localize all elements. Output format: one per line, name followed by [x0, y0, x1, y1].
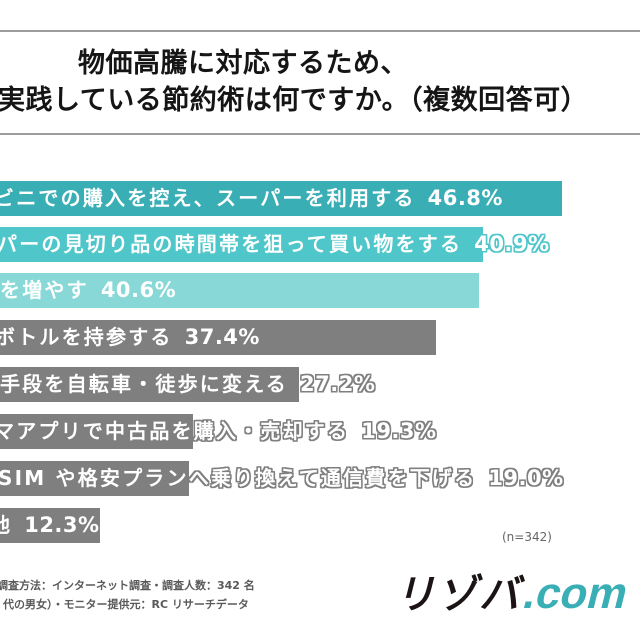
category-label: 他	[0, 513, 12, 537]
bar	[0, 320, 436, 355]
category-label: パーの見切り品の時間帯を狙って買い物をする	[0, 232, 463, 256]
bar-row: 他 12.3%	[0, 508, 640, 543]
bar-label: 他 12.3%	[0, 508, 100, 543]
bar-row: ボトルを持参する 37.4%	[0, 320, 640, 355]
title-bottom-rule	[0, 133, 640, 135]
bar-label: パーの見切り品の時間帯を狙って買い物をする 40.9%	[0, 227, 550, 262]
bar-row: パーの見切り品の時間帯を狙って買い物をする 40.9%	[0, 227, 640, 262]
bar-label: ボトルを持参する 37.4%	[0, 320, 260, 355]
logo-wordmark: リゾバ	[392, 572, 530, 618]
bar-label: SIM や格安プランへ乗り換えて通信費を下げる 19.0%	[0, 461, 564, 496]
value-label: 19.0%	[488, 466, 564, 490]
category-label: SIM や格安プランへ乗り換えて通信費を下げる	[0, 466, 477, 490]
value-label: 40.6%	[100, 278, 177, 302]
value-label: 40.9%	[474, 232, 550, 256]
value-label: 12.3%	[24, 513, 100, 537]
bar-label: を増やす 40.6%	[0, 273, 176, 308]
title-top-rule	[0, 30, 640, 32]
category-label: を増やす	[0, 278, 89, 302]
bar	[0, 414, 194, 449]
bar	[0, 273, 479, 308]
value-label: 19.3%	[361, 419, 437, 443]
sample-size-note: (n=342)	[502, 530, 552, 544]
bar-row: ビニでの購入を控え、スーパーを利用する 46.8%	[0, 181, 640, 216]
chart-title-line-2: 実践している節約術は何ですか。（複数回答可）	[0, 85, 589, 116]
category-label: ビニでの購入を控え、スーパーを利用する	[0, 186, 416, 210]
value-label: 46.8%	[427, 186, 503, 210]
bar	[0, 508, 100, 543]
bar-row: を増やす 40.6%	[0, 273, 640, 308]
logo-domain-suffix: .com	[518, 569, 634, 618]
category-label: マアプリで中古品を購入・売却する	[0, 419, 350, 443]
category-label: 手段を自転車・徒歩に変える	[0, 372, 288, 396]
bar	[0, 367, 300, 402]
bar-row: 手段を自転車・徒歩に変える 27.2%	[0, 367, 640, 402]
bar-label: 手段を自転車・徒歩に変える 27.2%	[0, 367, 375, 402]
chart-title-line-1: 物価高騰に対応するため、	[78, 48, 408, 79]
value-label: 37.4%	[184, 325, 260, 349]
bar	[0, 461, 190, 496]
value-label: 27.2%	[300, 372, 376, 396]
bar-row: マアプリで中古品を購入・売却する 19.3%	[0, 414, 640, 449]
bar-row: SIM や格安プランへ乗り換えて通信費を下げる 19.0%	[0, 461, 640, 496]
bar-label: ビニでの購入を控え、スーパーを利用する 46.8%	[0, 181, 503, 216]
footnote-line-1: 調査方法：インターネット調査・調査人数：342 名	[0, 579, 255, 592]
bar	[0, 181, 562, 216]
bar	[0, 227, 483, 262]
brand-logo: リゾバ.com	[392, 562, 635, 620]
bar-label: マアプリで中古品を購入・売却する 19.3%	[0, 414, 437, 449]
category-label: ボトルを持参する	[0, 325, 173, 349]
footnote-line-2: 代の男女）・モニター提供元：RC リサーチデータ	[3, 598, 249, 611]
